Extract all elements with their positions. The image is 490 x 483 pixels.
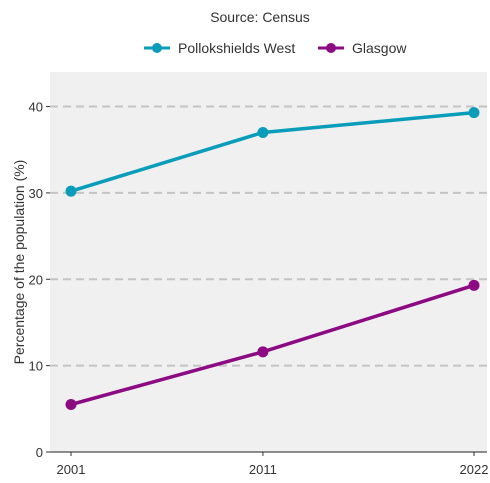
- legend: Pollokshields West Glasgow: [144, 40, 407, 56]
- x-tick-label-2022: 2022: [460, 462, 489, 477]
- plot-panel: [50, 72, 487, 452]
- data-point-pollokshields-west-2011[interactable]: [257, 126, 269, 138]
- y-tick-label-30: 30: [29, 186, 43, 201]
- data-point-glasgow-2001[interactable]: [65, 399, 77, 410]
- series-layer: [65, 107, 480, 410]
- data-point-glasgow-2022[interactable]: [468, 279, 480, 291]
- legend-label-pollokshields-west: Pollokshields West: [178, 40, 295, 56]
- y-tick-label-20: 20: [29, 272, 43, 287]
- y-axis-title: Percentage of the population (%): [11, 160, 27, 365]
- data-point-pollokshields-west-2022[interactable]: [468, 107, 480, 119]
- legend-marker-glasgow: [326, 43, 336, 53]
- y-tick-label-10: 10: [29, 359, 43, 374]
- data-point-pollokshields-west-2001[interactable]: [65, 185, 77, 197]
- gridlines: [50, 105, 487, 367]
- y-axis-ticks: 0 10 20 30 40: [29, 100, 50, 460]
- x-tick-label-2011: 2011: [249, 462, 277, 477]
- chart-subtitle: Source: Census: [210, 9, 310, 25]
- legend-item-pollokshields-west[interactable]: Pollokshields West: [144, 40, 295, 56]
- y-tick-label-0: 0: [36, 445, 43, 460]
- legend-label-glasgow: Glasgow: [352, 40, 407, 56]
- data-point-glasgow-2011[interactable]: [257, 346, 269, 358]
- legend-marker-pollokshields-west: [152, 43, 162, 53]
- x-axis-ticks: 2001 2011 2022: [57, 452, 489, 477]
- legend-item-glasgow[interactable]: Glasgow: [318, 40, 407, 56]
- x-tick-label-2001: 2001: [57, 462, 86, 477]
- y-tick-label-40: 40: [29, 100, 43, 115]
